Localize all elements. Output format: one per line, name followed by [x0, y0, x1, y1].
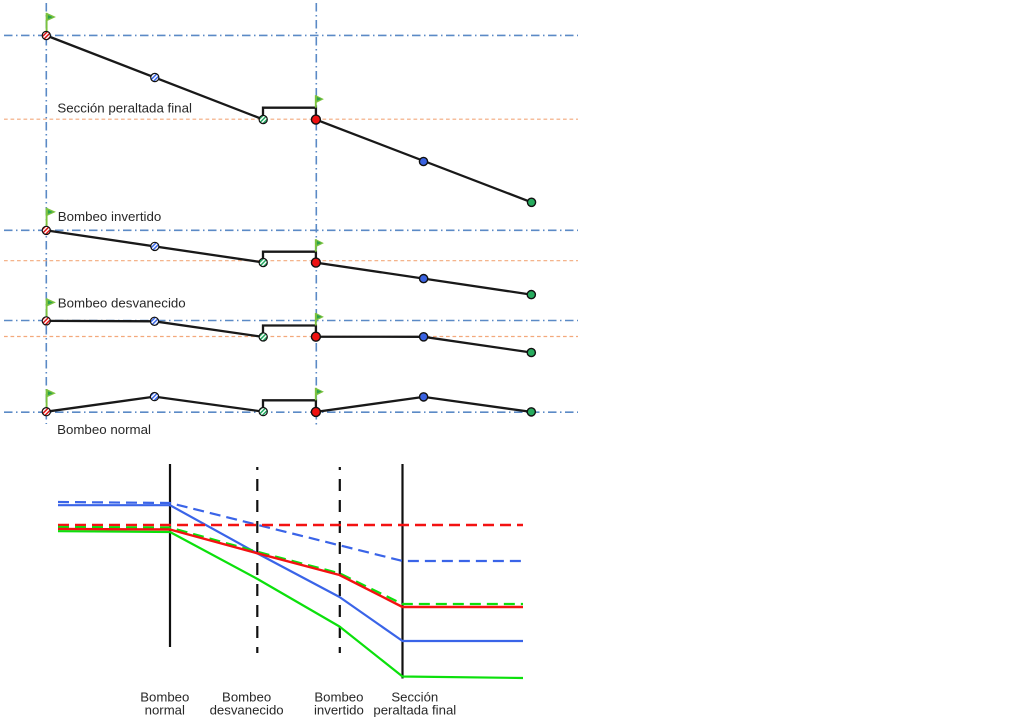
svg-text:Bombeo: Bombeo — [140, 689, 189, 704]
svg-text:normal: normal — [145, 702, 185, 717]
svg-text:Sección peraltada final: Sección peraltada final — [57, 101, 192, 116]
svg-text:Bombeo normal: Bombeo normal — [57, 422, 151, 437]
svg-text:Sección: Sección — [391, 689, 438, 704]
svg-text:invertido: invertido — [314, 702, 364, 717]
svg-text:Bombeo: Bombeo — [314, 689, 363, 704]
svg-text:peraltada final: peraltada final — [373, 702, 456, 717]
svg-text:desvanecido: desvanecido — [210, 702, 284, 717]
svg-text:Bombeo: Bombeo — [222, 689, 271, 704]
svg-text:Bombeo desvanecido: Bombeo desvanecido — [58, 295, 186, 310]
svg-text:Bombeo invertido: Bombeo invertido — [58, 209, 161, 224]
